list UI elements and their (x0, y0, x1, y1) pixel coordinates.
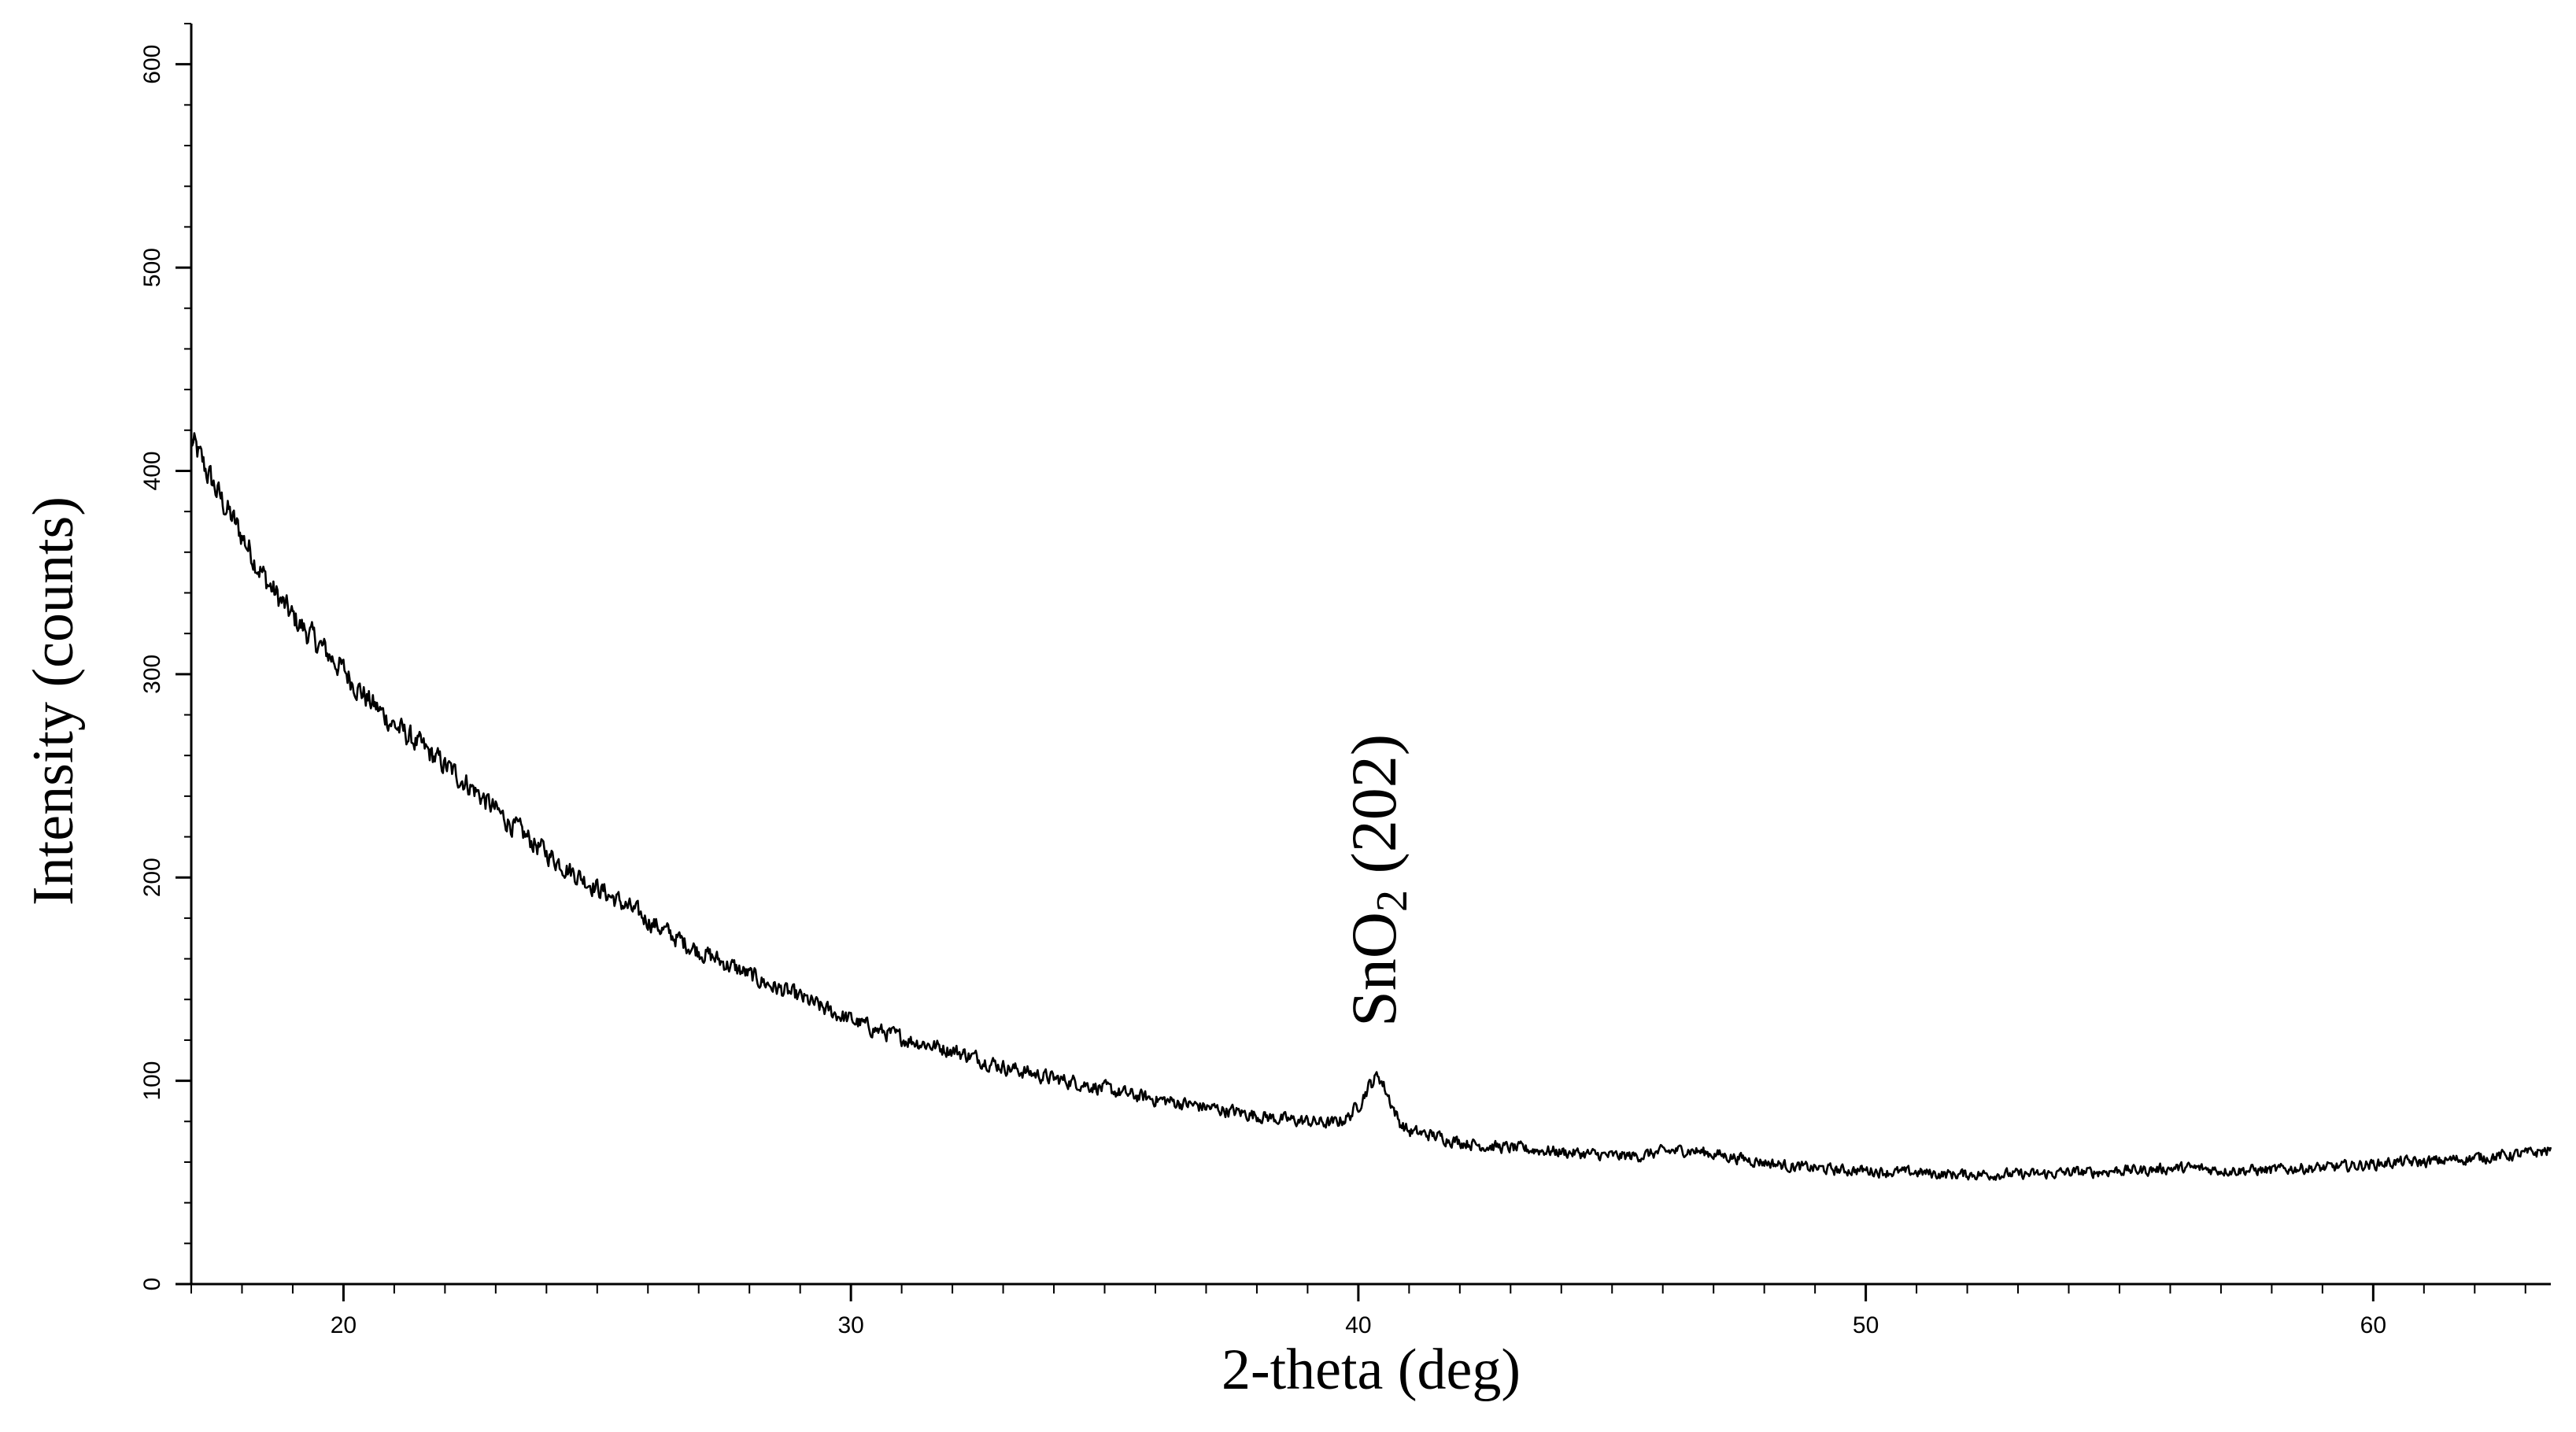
y-tick-label: 300 (139, 655, 165, 694)
x-tick-label: 60 (2360, 1312, 2386, 1338)
annotation-main: SnO (1338, 912, 1410, 1027)
y-axis-label: Intensity (counts) (21, 496, 86, 906)
y-tick-label: 100 (139, 1061, 165, 1101)
axis-labels: 2-theta (deg) Intensity (counts) (21, 496, 1521, 1402)
annotation-subscript: 2 (1368, 890, 1417, 912)
y-tick-label: 500 (139, 248, 165, 287)
axes: 0 100 200 300 400 500 600 20 30 40 50 60 (139, 23, 2551, 1338)
y-tick-label: 600 (139, 45, 165, 84)
x-axis-label: 2-theta (deg) (1221, 1338, 1521, 1402)
data-series-line (190, 432, 2552, 1181)
y-tick-label: 0 (139, 1278, 165, 1291)
plot-area (190, 432, 2552, 1181)
y-tick-label: 400 (139, 451, 165, 490)
annotations: SnO2 (202) (1338, 734, 1417, 1027)
y-tick-label: 200 (139, 858, 165, 897)
x-tick-label: 30 (837, 1312, 863, 1338)
x-tick-label: 20 (331, 1312, 357, 1338)
annotation-tail: (202) (1338, 734, 1410, 890)
x-tick-label: 40 (1345, 1312, 1371, 1338)
x-tick-label: 50 (1853, 1312, 1879, 1338)
peak-annotation: SnO2 (202) (1338, 734, 1417, 1027)
